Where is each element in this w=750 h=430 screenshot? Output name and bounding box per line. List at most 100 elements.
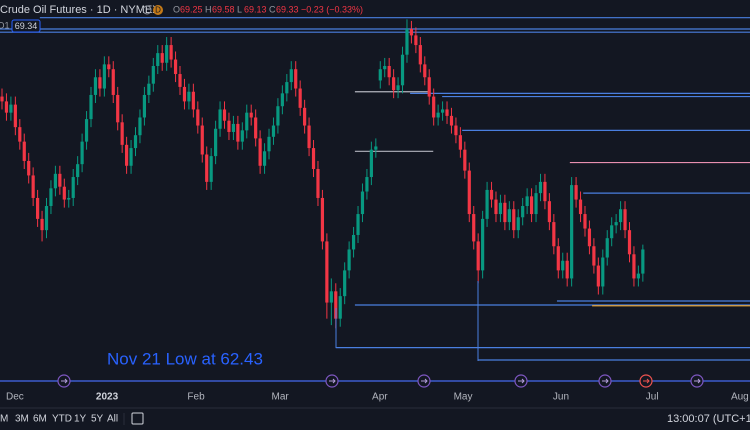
calendar-icon[interactable] [131,412,144,425]
candle-body [22,141,26,161]
candle-body [89,94,93,120]
icon[interactable] [142,5,152,15]
x-tick-label: Dec [6,392,24,403]
candle-body [538,181,543,194]
candle-body [423,64,427,78]
candle-body [570,185,574,279]
candle-body [316,168,320,198]
range-button[interactable]: M [0,414,8,425]
candle-body [623,209,627,231]
candle-body [36,197,40,219]
candle-body [374,146,378,150]
candle-body [449,115,454,126]
candle-body [307,125,311,149]
candle-body [565,260,569,279]
candle-body [378,69,382,81]
candle-body [294,69,298,89]
candle-body [18,127,22,142]
ohlc-value: 69.33 [276,4,299,14]
x-tick-label: Feb [187,392,205,403]
event-arrow [602,378,609,384]
candle-body [13,104,17,128]
range-button[interactable]: 1Y [74,414,87,425]
candle-body [614,222,618,226]
candle-body [512,209,516,231]
candle-body [414,35,418,46]
candle-body [578,199,583,215]
candle-body [454,125,458,136]
ohlc-key: O [173,4,180,14]
candle-body [147,83,151,95]
candle-body [392,77,396,91]
candle-body [436,112,440,118]
candle-body [489,189,494,200]
candle-body [209,156,213,182]
candle-body [543,181,547,202]
candle-body [245,112,249,131]
x-tick-label: Aug [731,392,749,403]
candle-body [218,109,222,129]
event-arrow [518,378,525,384]
ohlc-value: 69.13 [244,4,267,14]
candle-body [583,214,587,229]
candle-body [561,260,565,271]
candle-body [4,101,9,113]
candle-body [27,160,31,176]
candle-body [289,69,293,83]
candle-body [187,91,191,102]
candle-body [383,65,387,70]
candle-body [351,234,356,250]
x-tick-label: Apr [372,392,388,403]
candle-body [76,164,80,178]
price-tag-box [11,19,41,33]
candle-body [258,138,262,166]
symbol-title[interactable]: Crude Oil Futures · 1D · NYMEX [0,4,160,16]
candle-body [138,117,142,136]
candle-body [311,148,316,169]
candle-body [534,193,538,215]
ohlc-value: 69.25 [180,4,203,14]
candle-body [343,270,347,297]
clock: 13:00:07 (UTC+10) [667,413,750,425]
candle-body [0,96,4,102]
ohlc-key: C [269,4,276,14]
plot-area [0,17,750,361]
candle-body [574,185,578,200]
events [57,374,704,388]
range-button[interactable]: All [107,414,118,425]
ohlc-change: −0.23 (−0.33%) [301,4,363,14]
candle-body [262,151,267,166]
candle-body [338,296,342,319]
range-button[interactable]: 3M [15,414,29,425]
candle-body [601,257,605,287]
candle-body [485,189,489,219]
candle-body [53,173,58,189]
candle-body [165,45,169,63]
candle-body [67,197,71,200]
event-arrow [61,378,68,384]
candle-body [271,125,276,137]
candle-body [418,45,422,65]
range-button[interactable]: YTD [52,414,72,425]
candle-body [276,106,280,126]
candle-body [494,199,498,215]
candle-body [529,196,534,215]
candle-body [84,119,89,142]
candle-body [325,241,329,303]
x-tick-label: Jul [646,392,659,403]
candle-body [142,94,147,118]
price-tag: 69.34 [15,21,38,31]
candle-body [400,54,405,86]
candle-body [440,109,445,113]
range-button[interactable]: 5Y [91,414,104,425]
annotation: Nov 21 Low at 62.43 [107,349,263,368]
candle-body [405,28,409,55]
candle-body [44,206,49,231]
candle-body [222,109,227,121]
range-button[interactable]: 6M [33,414,47,425]
candle-body [641,249,645,274]
candle-body [93,77,98,95]
candle-body [467,170,471,215]
candle-body [58,173,62,187]
candle-body [249,112,253,118]
